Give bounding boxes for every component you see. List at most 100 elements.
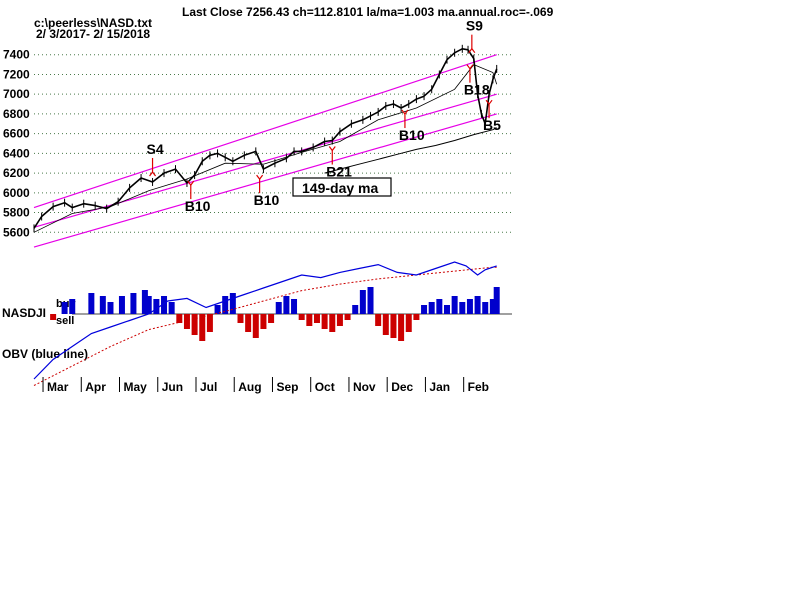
signal-arrow-head bbox=[485, 99, 493, 106]
signal-arrow-head bbox=[328, 146, 336, 152]
indicator-bar bbox=[118, 296, 125, 314]
indicator-bar bbox=[359, 290, 366, 314]
month-label: Jul bbox=[200, 380, 217, 394]
signal-arrows: S4 B10 B10 B21 B10 S9 B18 B5 bbox=[147, 18, 502, 214]
signal-b10: B10 bbox=[185, 180, 211, 214]
indicator-bar bbox=[306, 314, 313, 326]
indicator-bar bbox=[61, 302, 68, 314]
price-series bbox=[33, 44, 498, 233]
indicator-bar bbox=[390, 314, 397, 338]
trend-channel bbox=[33, 54, 497, 248]
indicator-bar bbox=[88, 293, 95, 314]
indicator-bar bbox=[428, 302, 435, 314]
signal-arrow-head bbox=[466, 64, 474, 70]
indicator-bar bbox=[268, 314, 275, 323]
indicator-bar bbox=[153, 299, 160, 314]
indicator-bar bbox=[352, 305, 359, 314]
indicator-bar bbox=[321, 314, 328, 329]
month-label: Dec bbox=[391, 380, 413, 394]
indicator-title: NASDJI bbox=[2, 306, 46, 320]
indicator-bar bbox=[291, 299, 298, 314]
file-path: c:\peerless\NASD.txt bbox=[34, 16, 152, 30]
indicator-bar bbox=[191, 314, 198, 335]
indicator-bar bbox=[375, 314, 382, 326]
indicator-bar bbox=[344, 314, 351, 320]
ma-annotation-box bbox=[292, 177, 392, 197]
indicator-bar bbox=[69, 299, 76, 314]
indicator-bar bbox=[99, 296, 106, 314]
signal-arrow-head bbox=[256, 174, 264, 181]
ma-annotation-label: 149-day ma bbox=[302, 180, 378, 196]
signal-label: B10 bbox=[399, 127, 425, 143]
indicator-bar bbox=[229, 293, 236, 314]
indicator-bar bbox=[493, 287, 500, 314]
obv-title: OBV (blue line) bbox=[2, 347, 88, 361]
signal-label: B5 bbox=[483, 117, 501, 133]
y-tick-label: 5600 bbox=[3, 225, 30, 239]
month-label: May bbox=[124, 380, 148, 394]
obv-ma-line bbox=[33, 266, 497, 386]
ma-149-line bbox=[324, 127, 497, 174]
month-label: Jan bbox=[429, 380, 450, 394]
y-tick-label: 5800 bbox=[3, 206, 30, 220]
indicator-bar bbox=[313, 314, 320, 323]
y-tick-label: 6400 bbox=[3, 146, 30, 160]
month-label: Feb bbox=[468, 380, 489, 394]
signal-label: B18 bbox=[464, 82, 490, 98]
indicator-bar bbox=[183, 314, 190, 329]
indicator-bar bbox=[329, 314, 336, 332]
signal-s4: S4 bbox=[147, 141, 164, 177]
ma-annotation: 149-day ma bbox=[292, 177, 392, 197]
signal-b21: B21 bbox=[326, 146, 352, 180]
signal-arrow-head bbox=[401, 109, 409, 116]
indicator-bar bbox=[206, 314, 213, 332]
signal-b10: B10 bbox=[399, 109, 425, 143]
indicator-bar bbox=[222, 296, 229, 314]
indicator-bar bbox=[459, 302, 466, 314]
signal-label: B21 bbox=[326, 164, 352, 180]
channel-upper-line bbox=[33, 54, 497, 209]
y-tick-label: 6200 bbox=[3, 166, 30, 180]
indicator-bar bbox=[466, 299, 473, 314]
indicator-bar bbox=[107, 302, 114, 314]
indicator-bar bbox=[474, 296, 481, 314]
month-axis: Mar Apr May Jun Jul Aug Sep Oct Nov Dec Jan Feb bbox=[42, 377, 489, 394]
indicator-bar bbox=[260, 314, 267, 329]
month-label: Oct bbox=[315, 380, 335, 394]
indicator-bar bbox=[237, 314, 244, 323]
y-tick-label: 6800 bbox=[3, 107, 30, 121]
indicator-bar bbox=[130, 293, 137, 314]
signal-b5: B5 bbox=[483, 99, 501, 133]
channel-lower-line bbox=[33, 113, 497, 248]
month-label: Nov bbox=[353, 380, 376, 394]
indicator-bar bbox=[413, 314, 420, 320]
indicator-bar bbox=[382, 314, 389, 335]
y-tick-label: 7000 bbox=[3, 87, 30, 101]
date-range: 2/ 3/2017- 2/ 15/2018 bbox=[36, 27, 150, 41]
nasdji-indicator bbox=[50, 287, 512, 341]
indicator-bar bbox=[451, 296, 458, 314]
indicator-bar bbox=[298, 314, 305, 320]
indicator-bar bbox=[168, 302, 175, 314]
sell-label: sell bbox=[56, 315, 74, 327]
signal-s9: S9 bbox=[466, 18, 483, 54]
obv-line bbox=[33, 261, 497, 380]
month-label: Aug bbox=[238, 380, 261, 394]
month-label: Jun bbox=[162, 380, 183, 394]
indicator-bar bbox=[252, 314, 259, 338]
indicator-bar bbox=[482, 302, 489, 314]
indicator-bar bbox=[489, 299, 496, 314]
y-tick-label: 7400 bbox=[3, 48, 30, 62]
month-label: Apr bbox=[85, 380, 106, 394]
signal-arrow-head bbox=[187, 180, 195, 187]
signal-arrow-head bbox=[149, 170, 157, 177]
signal-arrow-head bbox=[468, 47, 476, 54]
y-tick-label: 7200 bbox=[3, 67, 30, 81]
indicator-bar bbox=[275, 302, 282, 314]
month-label: Sep bbox=[276, 380, 298, 394]
indicator-bar bbox=[421, 305, 428, 314]
indicator-bar bbox=[405, 314, 412, 332]
indicator-bar bbox=[336, 314, 343, 326]
indicator-bar bbox=[245, 314, 252, 332]
